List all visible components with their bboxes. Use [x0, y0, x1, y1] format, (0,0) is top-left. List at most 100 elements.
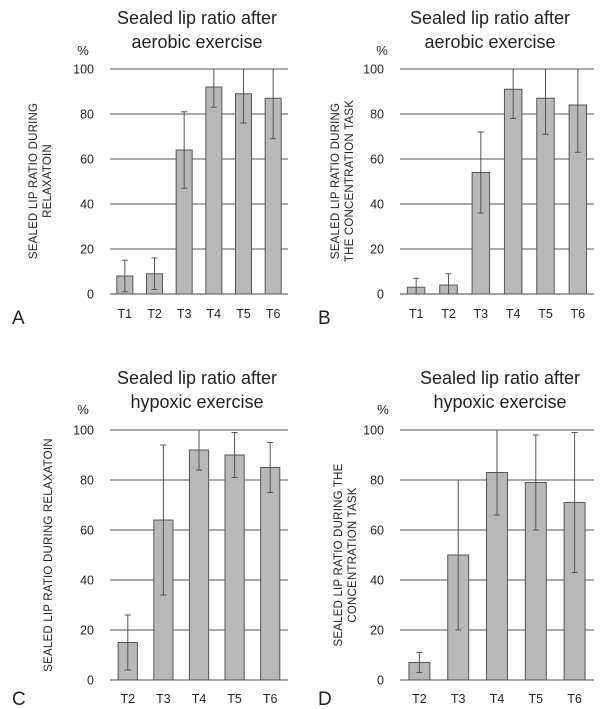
y-tick-label: 80	[370, 108, 384, 122]
error-bar-t5	[532, 434, 539, 531]
error-bar-t3	[160, 444, 167, 596]
y-tick-label: 40	[80, 198, 94, 212]
y-unit-label: %	[77, 402, 89, 417]
x-tick-label: T3	[474, 307, 489, 321]
y-axis-label-line: RELAXATOIN	[42, 144, 54, 218]
y-tick-label: 60	[370, 153, 384, 167]
y-tick-label: 80	[80, 474, 94, 488]
bar-t5	[234, 93, 253, 295]
y-axis-label-line: SEALED LIP RATIO DURING	[28, 103, 40, 259]
y-axis-label-line: SEALED LIP RATIO DURING	[330, 103, 342, 259]
error-bar-t5	[240, 68, 247, 124]
error-bar-t4	[210, 68, 217, 108]
chart-title-line: hypoxic exercise	[130, 392, 263, 412]
x-tick-label: T5	[538, 307, 553, 321]
chart-title-line: Sealed lip ratio after	[117, 368, 277, 388]
chart-panel-d: Sealed lip ratio after hypoxic exercise% S…	[318, 368, 594, 709]
error-bar-t2	[124, 614, 131, 671]
error-bar-t2	[151, 257, 158, 290]
error-bar-t3	[477, 131, 484, 214]
x-tick-label: T6	[567, 692, 582, 706]
x-tick-label: T2	[441, 307, 456, 321]
y-tick-label: 100	[363, 424, 384, 438]
chart-panel-b: Sealed lip ratio after aerobic exercise% S…	[318, 8, 594, 329]
panel-letter: B	[318, 308, 331, 329]
error-bar-t5	[231, 432, 238, 478]
y-tick-label: 60	[370, 524, 384, 538]
x-tick-label: T6	[263, 692, 278, 706]
bar-t4	[205, 86, 223, 295]
y-tick-label: 20	[370, 624, 384, 638]
panel-letter: C	[12, 689, 26, 709]
y-tick-label: 0	[87, 674, 94, 688]
x-tick-label: T6	[571, 307, 586, 321]
y-tick-label: 60	[80, 524, 94, 538]
x-tick-label: T2	[121, 692, 136, 706]
y-axis-label-line: THE CONCENTRATION TASK	[344, 100, 356, 262]
y-tick-label: 40	[370, 198, 384, 212]
y-tick-label: 100	[363, 63, 384, 77]
error-bar-t3	[181, 111, 188, 189]
bar-t5	[224, 454, 245, 681]
error-bar-t6	[571, 432, 578, 573]
x-tick-label: T3	[451, 692, 466, 706]
x-tick-label: T2	[412, 692, 427, 706]
error-bar-t1	[413, 277, 420, 295]
y-tick-label: 80	[80, 108, 94, 122]
bar-t4	[503, 88, 523, 295]
error-bar-t4	[510, 68, 517, 119]
chart-title-line: Sealed lip ratio after	[410, 8, 570, 28]
x-tick-label: T6	[266, 307, 281, 321]
y-tick-label: 0	[87, 288, 94, 302]
x-tick-label: T1	[118, 307, 133, 321]
x-tick-label: T2	[147, 307, 162, 321]
error-bar-t6	[270, 68, 277, 140]
error-bar-t6	[574, 68, 581, 153]
y-tick-label: 20	[370, 243, 384, 257]
chart-panel-c: Sealed lip ratio after hypoxic exercise% S…	[12, 368, 288, 709]
y-unit-label: %	[77, 43, 89, 58]
chart-title-line: Sealed lip ratio after	[117, 8, 277, 28]
bar-t6	[260, 467, 281, 681]
y-tick-label: 20	[80, 624, 94, 638]
y-tick-label: 20	[80, 243, 94, 257]
error-bar-t5	[542, 68, 549, 135]
panel-letter: D	[318, 689, 332, 709]
x-tick-label: T5	[227, 692, 242, 706]
x-tick-label: T5	[236, 307, 251, 321]
chart-title-line: aerobic exercise	[424, 32, 555, 52]
y-tick-label: 40	[80, 574, 94, 588]
y-tick-label: 60	[80, 153, 94, 167]
y-tick-label: 40	[370, 574, 384, 588]
error-bar-t4	[196, 429, 202, 471]
chart-panel-a: Sealed lip ratio after aerobic exercise% S…	[12, 8, 288, 329]
y-tick-label: 0	[377, 288, 384, 302]
y-tick-label: 100	[73, 63, 94, 77]
panel-letter: A	[12, 308, 25, 329]
x-tick-label: T3	[177, 307, 192, 321]
x-tick-label: T4	[207, 307, 222, 321]
x-tick-label: T4	[192, 692, 207, 706]
error-bar-t4	[494, 429, 500, 516]
x-tick-label: T4	[506, 307, 521, 321]
x-tick-label: T4	[490, 692, 505, 706]
x-tick-label: T5	[529, 692, 544, 706]
error-bar-t2	[416, 652, 423, 673]
error-bar-t3	[455, 479, 462, 631]
y-axis-label-line: SEALED LIP RATIO DURING RELAXATOIN	[43, 438, 55, 671]
chart-title-line: Sealed lip ratio after	[420, 368, 580, 388]
chart-title-line: aerobic exercise	[131, 32, 262, 52]
y-axis-label-line: CONCENTRATION TASK	[347, 487, 359, 622]
error-bar-t2	[445, 273, 452, 295]
y-tick-label: 100	[73, 424, 94, 438]
y-unit-label: %	[376, 43, 388, 58]
error-bar-t1	[121, 259, 128, 293]
x-tick-label: T1	[409, 307, 424, 321]
chart-title-line: hypoxic exercise	[433, 392, 566, 412]
x-tick-label: T3	[156, 692, 171, 706]
y-unit-label: %	[377, 402, 389, 417]
y-tick-label: 80	[370, 474, 384, 488]
bar-t4	[188, 449, 210, 681]
y-axis-label-line: SEALED LIP RATIO DURING THE	[333, 463, 345, 646]
